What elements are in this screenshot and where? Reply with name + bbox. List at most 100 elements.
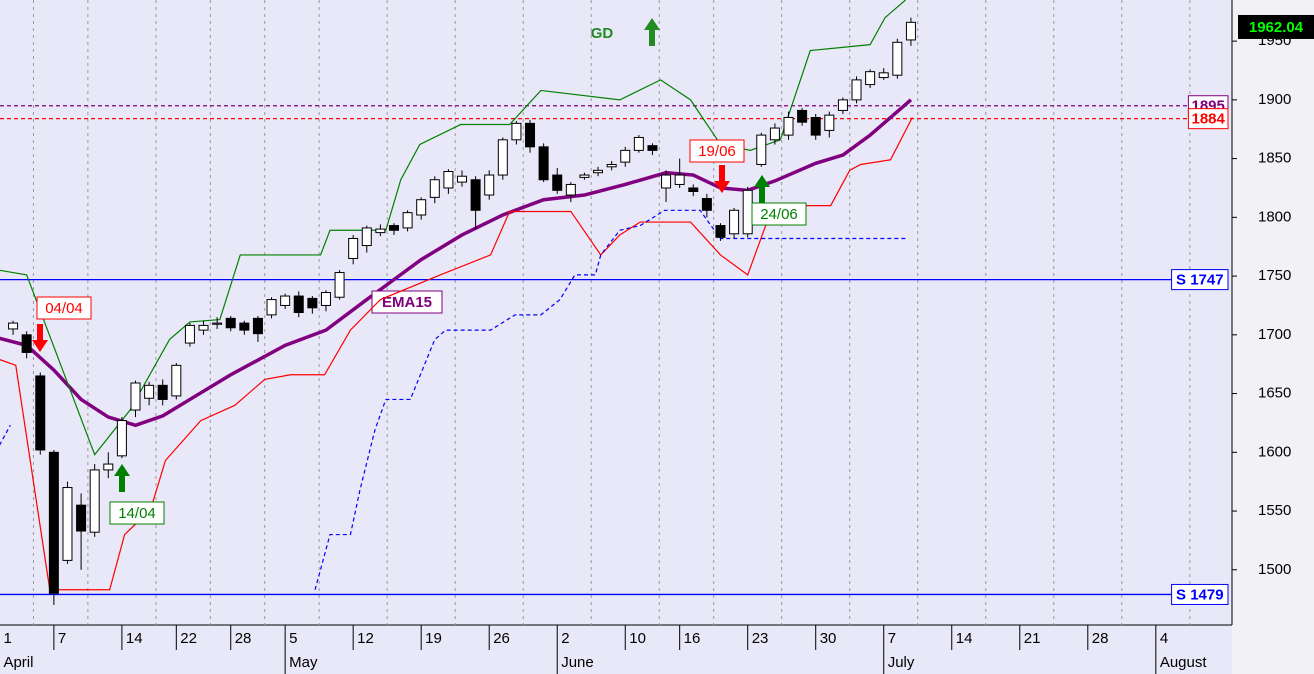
candle-body — [647, 145, 658, 151]
candle-body — [157, 384, 168, 400]
candle-body — [144, 384, 155, 399]
candle-body — [674, 174, 685, 185]
x-tick-label: 28 — [235, 630, 252, 647]
candle-body — [21, 334, 32, 353]
x-tick-label: 23 — [752, 630, 769, 647]
candle-body — [334, 272, 345, 298]
candle-body — [429, 179, 440, 198]
candle-body — [348, 237, 359, 259]
candle-body — [484, 174, 495, 196]
candle-body — [892, 41, 903, 76]
x-tick-label: 19 — [425, 630, 442, 647]
candle-body — [388, 225, 399, 231]
candle-body — [552, 174, 563, 191]
x-tick-label: 12 — [357, 630, 374, 647]
x-tick-label: 5 — [289, 630, 297, 647]
candle-body — [320, 292, 331, 306]
candle-body — [525, 122, 536, 148]
y-tick-label: 1500 — [1258, 561, 1291, 578]
annotation-text: 04/04 — [45, 300, 83, 317]
y-tick-label: 1850 — [1258, 150, 1291, 167]
candle-body — [457, 175, 467, 183]
candle-body — [661, 174, 672, 189]
price-tag — [1238, 14, 1314, 39]
candle-body — [865, 71, 876, 86]
candle-body — [565, 183, 576, 196]
signal-arrow — [114, 464, 130, 492]
level-box — [1187, 108, 1229, 130]
level-box — [1171, 269, 1229, 291]
x-tick-label: 4 — [1160, 630, 1168, 647]
candle-body — [633, 136, 644, 151]
candle-body — [783, 116, 794, 136]
candle-body — [593, 169, 604, 174]
line-label: EMA15 — [382, 294, 432, 311]
candle-body — [688, 187, 699, 192]
signal-arrow — [714, 165, 730, 193]
y-tick-label: 1750 — [1258, 267, 1291, 284]
x-tick-label: 16 — [684, 630, 701, 647]
candle-body — [470, 179, 481, 211]
candle-body — [620, 149, 631, 163]
candle-body — [35, 375, 46, 451]
candle-body — [443, 171, 454, 189]
annotation-text: 24/06 — [760, 206, 798, 223]
candle-body — [497, 139, 508, 176]
month-label: May — [289, 654, 318, 671]
annotation-box — [36, 296, 92, 320]
indicator-line — [0, 424, 11, 446]
candle-body — [701, 198, 712, 211]
x-tick-label: 7 — [58, 630, 66, 647]
x-tick-label: 30 — [820, 630, 837, 647]
x-tick-label: 26 — [493, 630, 510, 647]
candle-body — [252, 317, 263, 335]
candle-body — [280, 295, 291, 306]
candle-body — [715, 225, 726, 238]
candle-body — [375, 228, 386, 234]
x-tick-label: 7 — [888, 630, 896, 647]
annotation-text: 14/04 — [118, 505, 156, 522]
level-label: 1884 — [1192, 111, 1226, 128]
indicator-line — [314, 209, 906, 590]
candle-body — [62, 487, 73, 561]
candle-body — [905, 21, 916, 41]
month-label: July — [888, 654, 915, 671]
candle-body — [198, 324, 209, 331]
candle-body — [837, 99, 848, 111]
month-label: April — [3, 654, 33, 671]
level-label: S 1747 — [1176, 272, 1224, 289]
x-axis-area — [0, 625, 1232, 674]
signal-arrow — [32, 324, 48, 352]
candle-body — [851, 79, 862, 101]
signal-arrow — [754, 175, 770, 203]
month-label: August — [1160, 654, 1208, 671]
candle-body — [307, 297, 318, 309]
candle-body — [103, 463, 114, 471]
price-tag-text: 1962.04 — [1249, 19, 1304, 36]
candle-body — [171, 364, 182, 397]
x-tick-label: 1 — [3, 630, 11, 647]
candle-body — [756, 134, 767, 165]
candle-body — [293, 295, 304, 314]
candle-body — [769, 127, 780, 141]
candle-body — [48, 451, 59, 594]
x-tick-label: 21 — [1024, 630, 1041, 647]
candle-body — [76, 504, 87, 532]
month-label: June — [561, 654, 594, 671]
signal-arrow — [644, 18, 660, 46]
y-tick-label: 1900 — [1258, 91, 1291, 108]
line-label-box — [371, 290, 443, 314]
x-tick-label: 2 — [561, 630, 569, 647]
candle-body — [416, 199, 427, 216]
annotation-box — [689, 139, 745, 163]
plot-area — [0, 0, 1232, 625]
candle-body — [266, 299, 277, 316]
annotation-box — [751, 202, 807, 226]
x-tick-label: 14 — [956, 630, 973, 647]
y-tick-label: 1650 — [1258, 385, 1291, 402]
annotation-text: 19/06 — [698, 143, 736, 160]
candle-body — [130, 382, 141, 411]
x-tick-label: 22 — [180, 630, 197, 647]
candle-body — [402, 212, 413, 229]
